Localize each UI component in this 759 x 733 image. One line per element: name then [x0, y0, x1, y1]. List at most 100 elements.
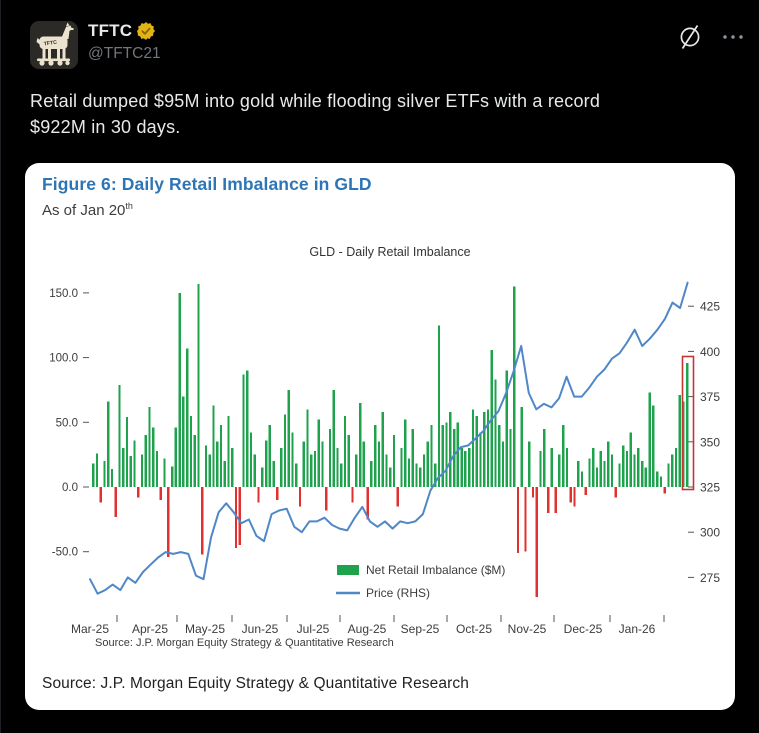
imbalance-bar	[377, 441, 381, 487]
name-block: TFTC @TFTC21	[88, 21, 161, 63]
imbalance-bar	[400, 448, 403, 487]
imbalance-bar	[129, 455, 132, 487]
imbalance-bar	[186, 348, 189, 487]
imbalance-bar	[159, 487, 162, 500]
imbalance-bar	[118, 384, 121, 487]
imbalance-bar	[298, 487, 302, 507]
x-axis-tick-label: Oct-25	[456, 622, 492, 636]
right-axis-tick-label: 275	[700, 571, 720, 585]
x-axis-tick-label: Sep-25	[401, 622, 440, 636]
imbalance-bar	[614, 487, 617, 498]
figure-card[interactable]: Figure 6: Daily Retail Imbalance in GLD …	[25, 163, 735, 710]
imbalance-bar	[355, 454, 358, 487]
imbalance-bar	[618, 463, 621, 487]
imbalance-bar	[682, 401, 685, 487]
imbalance-bar	[249, 432, 253, 487]
imbalance-bar	[456, 422, 459, 487]
imbalance-bar	[178, 292, 181, 487]
x-axis-tick-label: Apr-25	[132, 622, 168, 636]
imbalance-bar	[201, 487, 204, 555]
imbalance-bar	[223, 461, 226, 487]
grok-icon[interactable]	[677, 24, 703, 50]
imbalance-bar	[114, 487, 117, 517]
imbalance-bar	[674, 448, 678, 487]
imbalance-bar	[479, 432, 482, 487]
imbalance-bar	[411, 428, 414, 487]
imbalance-bar	[633, 454, 636, 487]
imbalance-bar	[171, 466, 174, 487]
imbalance-bar	[193, 435, 196, 487]
imbalance-bar	[663, 487, 666, 494]
right-axis-tick-label: 425	[700, 300, 720, 314]
imbalance-bar	[554, 487, 557, 513]
x-axis-tick-label: Jul-25	[297, 622, 330, 636]
imbalance-bar	[92, 463, 95, 487]
imbalance-bar	[415, 463, 418, 487]
imbalance-bar	[317, 419, 320, 487]
imbalance-bar	[336, 448, 339, 487]
imbalance-bar	[445, 422, 448, 487]
imbalance-bar	[641, 461, 644, 487]
imbalance-bar	[137, 487, 140, 498]
imbalance-bar	[573, 487, 576, 507]
handle[interactable]: @TFTC21	[88, 45, 161, 62]
imbalance-bar	[437, 325, 441, 488]
imbalance-bar	[644, 467, 647, 487]
figure-source-caption: Source: J.P. Morgan Equity Strategy & Qu…	[42, 675, 469, 692]
imbalance-bar	[667, 463, 670, 487]
x-axis-tick-label: Mar-25	[71, 622, 109, 636]
imbalance-bar	[513, 286, 516, 487]
tweet-text-line2: $922M in 30 days.	[30, 117, 181, 137]
tweet-text-line1: Retail dumped $95M into gold while flood…	[30, 91, 601, 111]
chart-source-note: Source: J.P. Morgan Equity Strategy & Qu…	[95, 637, 394, 649]
imbalance-bar	[261, 467, 264, 487]
imbalance-bar	[385, 454, 388, 487]
imbalance-bar	[392, 435, 396, 487]
imbalance-bar	[381, 411, 384, 487]
legend-bar-swatch	[337, 565, 359, 575]
imbalance-bar	[610, 454, 614, 487]
imbalance-bar	[407, 458, 411, 487]
display-name[interactable]: TFTC	[88, 21, 133, 40]
imbalance-bar	[103, 461, 106, 487]
imbalance-bar	[302, 441, 305, 487]
imbalance-bar	[144, 435, 147, 487]
avatar[interactable]: TFTC	[30, 21, 78, 69]
imbalance-bar	[580, 471, 584, 487]
imbalance-bar	[483, 411, 486, 487]
imbalance-bar	[509, 428, 512, 487]
imbalance-bar	[242, 374, 245, 487]
figure-asof-date: As of Jan 20th	[42, 201, 133, 219]
imbalance-bar	[464, 450, 467, 487]
imbalance-bar	[343, 415, 347, 487]
imbalance-bar	[625, 450, 629, 487]
imbalance-bar	[246, 370, 249, 487]
imbalance-bar	[152, 427, 155, 487]
imbalance-bar	[110, 468, 114, 487]
imbalance-bar	[148, 406, 151, 487]
imbalance-bar	[253, 454, 256, 487]
imbalance-bar	[351, 487, 354, 503]
imbalance-bar	[283, 414, 287, 487]
imbalance-bar	[501, 441, 505, 487]
imbalance-bar	[257, 487, 260, 503]
imbalance-bar	[595, 467, 599, 487]
imbalance-bar	[133, 440, 136, 487]
imbalance-bar	[272, 461, 275, 487]
right-axis-tick-label: 350	[700, 435, 720, 449]
imbalance-bar	[550, 448, 553, 487]
imbalance-bar	[588, 458, 591, 487]
figure-title: Figure 6: Daily Retail Imbalance in GLD	[42, 174, 372, 194]
imbalance-bar	[313, 450, 317, 487]
imbalance-bar	[565, 448, 569, 487]
imbalance-bar	[629, 432, 632, 487]
imbalance-bar	[460, 448, 463, 487]
imbalance-bar	[291, 432, 294, 487]
imbalance-bar	[622, 445, 625, 487]
imbalance-bar	[208, 454, 211, 487]
imbalance-bar	[163, 458, 166, 487]
imbalance-bar	[558, 454, 561, 487]
imbalance-bar	[516, 487, 520, 553]
imbalance-bar	[422, 454, 426, 487]
more-icon[interactable]	[721, 28, 745, 46]
